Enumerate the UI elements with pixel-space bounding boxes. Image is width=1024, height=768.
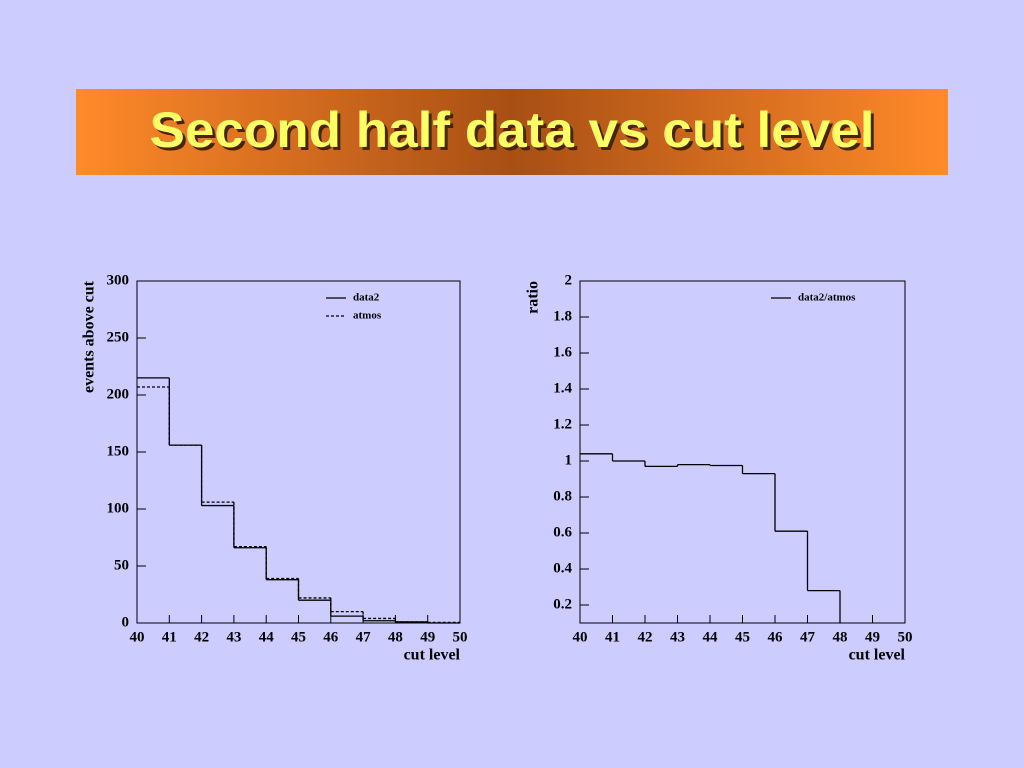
x-tick-label: 40 <box>130 629 145 645</box>
x-axis-label: cut level <box>404 647 461 664</box>
y-tick-label: 250 <box>107 329 130 345</box>
y-tick-label: 1.8 <box>553 308 572 324</box>
x-tick-label: 45 <box>291 629 306 645</box>
y-tick-label: 200 <box>107 386 130 402</box>
x-tick-label: 42 <box>638 629 653 645</box>
y-tick-label: 0.6 <box>553 524 572 540</box>
x-tick-label: 47 <box>356 629 372 645</box>
legend-label: data2 <box>353 292 380 304</box>
title: Second half data vs cut level <box>150 102 875 158</box>
y-tick-label: 1.4 <box>553 380 572 396</box>
x-tick-label: 46 <box>323 629 339 645</box>
y-tick-label: 0.2 <box>553 596 572 612</box>
x-tick-label: 40 <box>573 629 588 645</box>
x-tick-label: 43 <box>226 629 241 645</box>
x-axis-label: cut level <box>849 647 906 664</box>
title-shadow: Second half data vs cut level <box>153 105 878 161</box>
y-tick-label: 100 <box>107 500 130 516</box>
x-tick-label: 44 <box>703 629 719 645</box>
x-tick-label: 49 <box>865 629 880 645</box>
x-tick-label: 41 <box>162 629 177 645</box>
y-tick-label: 0.4 <box>553 560 572 576</box>
y-axis-label: events above cut <box>81 280 98 393</box>
y-tick-label: 1.2 <box>553 416 572 432</box>
y-tick-label: 1.6 <box>553 344 572 360</box>
plot-frame <box>136 280 461 624</box>
x-tick-label: 47 <box>800 629 816 645</box>
legend-label: atmos <box>353 310 382 322</box>
x-tick-label: 41 <box>605 629 620 645</box>
y-tick-label: 300 <box>107 272 130 288</box>
y-tick-label: 0.8 <box>553 488 572 504</box>
x-tick-label: 43 <box>670 629 685 645</box>
y-tick-label: 1 <box>565 452 573 468</box>
y-tick-label: 0 <box>122 614 130 630</box>
y-tick-label: 50 <box>114 557 129 573</box>
x-tick-label: 48 <box>833 629 848 645</box>
x-tick-label: 50 <box>898 629 913 645</box>
x-tick-label: 42 <box>194 629 209 645</box>
y-axis-label: ratio <box>525 281 542 314</box>
x-tick-label: 46 <box>768 629 784 645</box>
title-bar <box>76 89 948 175</box>
x-tick-label: 49 <box>420 629 435 645</box>
y-tick-label: 150 <box>107 443 130 459</box>
y-tick-label: 2 <box>565 272 573 288</box>
plot-frame <box>579 280 906 624</box>
legend-label: data2/atmos <box>798 292 856 304</box>
x-tick-label: 48 <box>388 629 403 645</box>
x-tick-label: 44 <box>259 629 275 645</box>
x-tick-label: 45 <box>735 629 750 645</box>
x-tick-label: 50 <box>453 629 468 645</box>
